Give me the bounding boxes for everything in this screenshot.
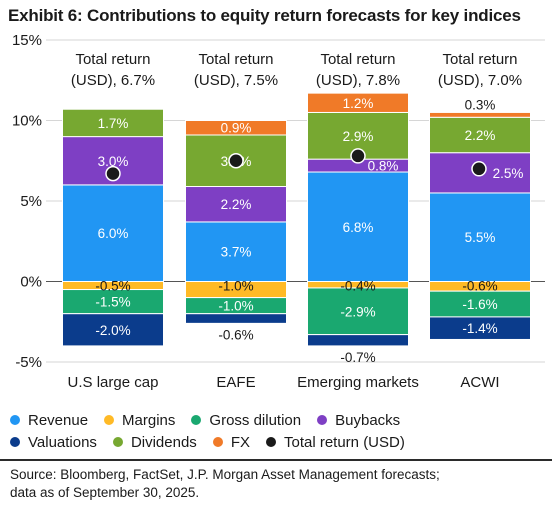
data-label: -0.4% (340, 279, 375, 294)
legend-label: Buybacks (335, 411, 401, 429)
source-note: Source: Bloomberg, FactSet, J.P. Morgan … (10, 466, 540, 502)
category-label: EAFE (216, 374, 255, 391)
legend-label: FX (230, 433, 250, 451)
data-label: 1.2% (343, 96, 374, 111)
bar-gross-dilution (62, 289, 164, 315)
total-return-label: Total return (75, 51, 150, 68)
bar-dividends (62, 108, 164, 138)
bar-fx (185, 120, 287, 136)
y-tick-label: 0% (20, 274, 42, 291)
y-tick-label: 5% (20, 193, 42, 210)
bar-valuations (185, 313, 287, 324)
legend-row: Valuations Dividends FX Total return (USD) (10, 431, 550, 453)
bar-revenue (185, 221, 287, 282)
legend-swatch (10, 415, 20, 425)
legend-swatch (317, 415, 328, 425)
data-label: 0.8% (368, 159, 399, 174)
total-return-label: (USD), 7.0% (438, 72, 522, 89)
total-return-label: Total return (442, 51, 517, 68)
stacked-bar-chart: -5% 0% 5% 10% 15% 6.0% 3.0% 1.7% -0.5%-1.5% -2.0%… (12, 32, 545, 391)
legend: Revenue Margins Gross dilution Buybacks Valu… (10, 409, 550, 453)
legend-swatch (265, 437, 276, 447)
legend-swatch (104, 415, 115, 425)
data-label: 0.9% (221, 121, 252, 136)
data-label: 2.2% (221, 197, 252, 212)
data-label: -1.0% (218, 299, 253, 314)
bar-gross-dilution (307, 287, 409, 336)
y-tick-label: 15% (12, 32, 42, 49)
bar-valuations (307, 334, 409, 347)
legend-label: Total return (USD) (283, 433, 405, 451)
total-return-label: Total return (198, 51, 273, 68)
data-label: 3.0% (98, 154, 129, 169)
bar-fx (307, 92, 409, 113)
data-label: 0.3% (465, 97, 496, 112)
legend-swatch (112, 437, 123, 447)
bar-valuations (429, 316, 531, 340)
bar-buybacks (185, 186, 287, 223)
data-label: -2.9% (340, 304, 375, 319)
data-label: 6.0% (98, 226, 129, 241)
data-label: 6.8% (343, 220, 374, 235)
chart-title: Exhibit 6: Contributions to equity retur… (8, 6, 521, 25)
bar-dividends (429, 116, 531, 154)
legend-swatch (191, 415, 202, 425)
data-label: -1.0% (218, 279, 253, 294)
legend-item: Valuations (10, 434, 97, 451)
data-label: 2.2% (465, 128, 496, 143)
total-return-label: (USD), 7.5% (194, 72, 278, 89)
bar-valuations (62, 313, 164, 347)
data-label: -0.6% (462, 279, 497, 294)
total-return-marker (350, 148, 366, 164)
bar-revenue (307, 171, 409, 283)
legend-item: Total return (USD) (265, 433, 405, 451)
y-tick-label: -5% (15, 354, 42, 371)
data-label: -1.6% (462, 297, 497, 312)
total-return-marker (105, 165, 121, 182)
data-label: 3.7% (221, 245, 252, 260)
data-label: 2.5% (493, 166, 524, 181)
legend-item: Buybacks (317, 412, 400, 429)
legend-item: Dividends (112, 433, 197, 451)
legend-item: FX (212, 433, 250, 451)
bottom-rule (0, 459, 552, 461)
legend-label: Dividends (130, 433, 197, 451)
data-label: 2.9% (343, 129, 374, 144)
category-label: U.S large cap (68, 374, 159, 391)
legend-label: Margins (122, 411, 176, 429)
data-label: -0.7% (340, 350, 375, 365)
category-label: Emerging markets (297, 374, 419, 391)
total-return-label: Total return (320, 51, 395, 68)
category-label: ACWI (460, 374, 499, 391)
bar-revenue (62, 184, 164, 282)
data-label: 1.7% (98, 116, 129, 131)
data-label: -0.6% (218, 327, 253, 342)
legend-label: Revenue (28, 411, 89, 429)
legend-row: Revenue Margins Gross dilution Buybacks (10, 409, 550, 431)
data-label: -0.5% (95, 279, 130, 294)
source-line-1: Source: Bloomberg, FactSet, J.P. Morgan … (10, 467, 440, 482)
data-label: -1.4% (462, 321, 497, 336)
legend-label: Valuations (28, 433, 97, 451)
data-label: 5.5% (465, 230, 496, 245)
legend-item: Gross dilution (191, 412, 301, 429)
legend-swatch (212, 437, 223, 447)
bar-revenue (429, 192, 531, 282)
data-label: -2.0% (95, 323, 130, 338)
total-return-marker (471, 161, 487, 177)
total-return-label: (USD), 6.7% (71, 72, 155, 89)
y-tick-label: 10% (12, 113, 42, 130)
total-return-label: (USD), 7.8% (316, 72, 400, 89)
legend-item: Revenue (10, 412, 88, 429)
total-return-marker (228, 153, 244, 169)
data-label: -1.5% (95, 295, 130, 310)
source-line-2: data as of September 30, 2025. (10, 485, 200, 500)
bar-fx (429, 111, 531, 118)
legend-swatch (10, 437, 20, 447)
legend-item: Margins (104, 412, 175, 429)
legend-label: Gross dilution (209, 411, 302, 429)
